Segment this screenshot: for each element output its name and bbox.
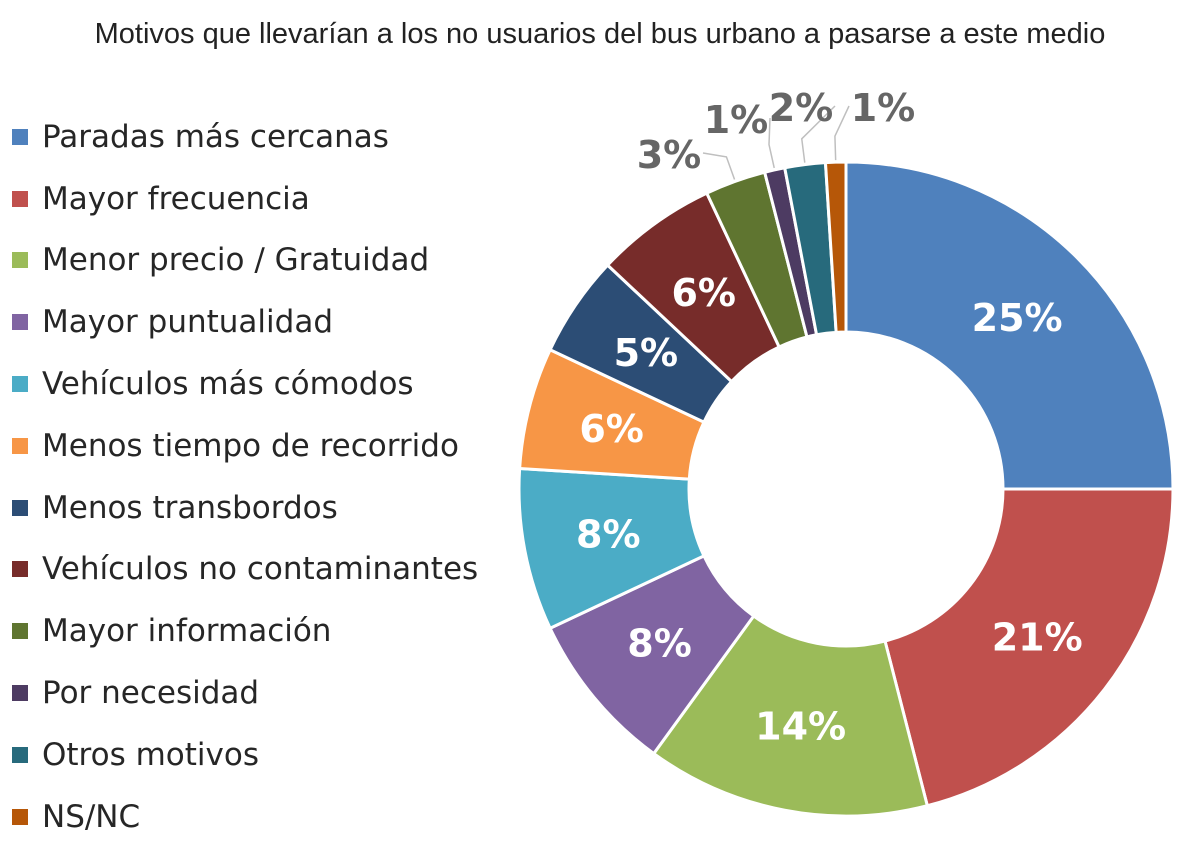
legend-label: Por necesidad [42,675,260,712]
leader-line-ns-nc [834,105,850,161]
legend-label: Mayor puntualidad [42,304,334,341]
slice-mayor-frecuencia [883,487,1175,808]
slice-paradas-mas-cercanas [844,160,1175,491]
legend-label: Menos tiempo de recorrido [42,427,459,464]
legend-swatch [12,808,28,825]
legend-item-otros-motivos: Otros motivos [12,724,478,786]
legend-swatch [12,376,28,393]
slice-label-menor-precio-gratuidad: 14% [755,705,846,749]
legend-item-vehiculos-mas-comodos: Vehículos más cómodos [12,353,478,415]
legend-label: Paradas más cercanas [42,118,389,155]
legend-swatch [12,746,28,763]
legend-label: Menor precio / Gratuidad [42,242,430,279]
slice-label-mayor-informacion: 3% [637,133,702,177]
legend-swatch [12,561,28,578]
legend-swatch [12,499,28,516]
legend-swatch [12,128,28,145]
slice-label-mayor-frecuencia: 21% [992,615,1083,659]
legend-item-mayor-informacion: Mayor información [12,600,478,662]
leader-line-por-necesidad [768,117,775,169]
slice-label-menos-tiempo-de-recorrido: 6% [579,407,644,451]
slice-menor-precio-gratuidad [651,613,930,818]
slice-label-otros-motivos: 2% [769,86,834,130]
legend-item-vehiculos-no-contaminantes: Vehículos no contaminantes [12,539,478,601]
legend-item-mayor-puntualidad: Mayor puntualidad [12,291,478,353]
slice-label-ns-nc: 1% [851,86,916,130]
legend-label: Vehículos más cómodos [42,366,414,403]
slice-label-vehiculos-mas-comodos: 8% [576,512,641,556]
leader-line-otros-motivos [800,105,836,163]
leader-line-mayor-informacion [702,152,736,180]
legend-swatch [12,437,28,454]
legend-label: NS/NC [42,798,141,835]
legend-label: Mayor información [42,613,332,650]
legend-item-menos-tiempo-de-recorrido: Menos tiempo de recorrido [12,415,478,477]
legend-item-mayor-frecuencia: Mayor frecuencia [12,168,478,230]
chart-title: Motivos que llevarían a los no usuarios … [94,18,1106,50]
legend-label: Vehículos no contaminantes [42,551,479,588]
legend-swatch [12,190,28,207]
legend-swatch [12,623,28,640]
legend-swatch [12,685,28,702]
slice-label-menos-transbordos: 5% [614,331,679,375]
legend-swatch [12,252,28,269]
legend-label: Menos transbordos [42,489,338,526]
legend-item-menos-transbordos: Menos transbordos [12,477,478,539]
slice-label-por-necesidad: 1% [704,98,769,142]
legend-item-paradas-mas-cercanas: Paradas más cercanas [12,106,478,168]
slice-label-vehiculos-no-contaminantes: 6% [671,271,736,315]
legend-item-ns-nc: NS/NC [12,786,478,848]
legend-label: Mayor frecuencia [42,180,310,217]
legend-label: Otros motivos [42,736,259,773]
legend-item-por-necesidad: Por necesidad [12,662,478,724]
slice-ns-nc [823,160,848,334]
legend-item-menor-precio-gratuidad: Menor precio / Gratuidad [12,230,478,292]
legend-swatch [12,314,28,331]
chart-legend: Paradas más cercanas Mayor frecuencia Meno… [12,106,478,848]
slice-label-mayor-puntualidad: 8% [627,621,692,665]
slice-label-paradas-mas-cercanas: 25% [972,296,1063,340]
